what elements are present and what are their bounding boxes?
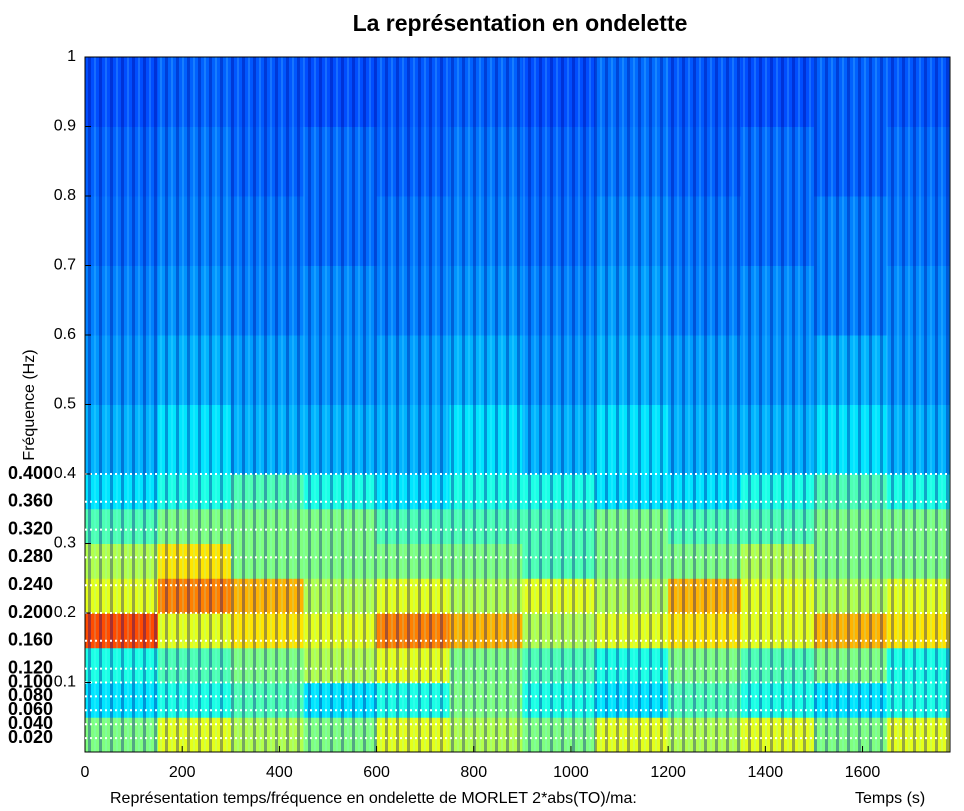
y-tick-label: 0.1 [54,674,76,691]
x-tick-label: 1400 [748,764,784,781]
ref-line-label: 0.280 [8,546,53,566]
axes: 0.4000.3600.3200.2800.2400.2000.1600.120… [8,48,951,781]
ref-line-label: 0.400 [8,463,53,483]
x-unit-label: Temps (s) [855,790,925,807]
x-tick-label: 0 [81,764,90,781]
ref-line-label: 0.320 [8,518,53,538]
y-tick-label: 0.4 [54,465,76,482]
x-axis-label: Représentation temps/fréquence en ondele… [110,790,637,807]
y-tick-label: 0.6 [54,326,76,343]
ref-line-label: 0.100 [8,671,53,691]
y-axis-label: Fréquence (Hz) [21,349,38,460]
x-tick-label: 400 [266,764,293,781]
texture [85,57,950,752]
x-tick-label: 1000 [553,764,589,781]
ref-line-label: 0.160 [8,630,53,650]
x-tick-label: 1200 [650,764,686,781]
ref-line-label: 0.200 [8,602,53,622]
y-tick-label: 1 [67,48,76,65]
y-tick-label: 0.7 [54,257,76,274]
x-tick-label: 600 [363,764,390,781]
ref-line-label: 0.080 [8,685,53,705]
ref-line-label: 0.120 [8,657,53,677]
y-tick-label: 0.2 [54,604,76,621]
ref-line-label: 0.020 [8,727,53,747]
y-tick-label: 0.9 [54,118,76,135]
x-tick-label: 200 [169,764,196,781]
x-tick-label: 1600 [845,764,881,781]
chart-title: La représentation en ondelette [353,10,688,36]
x-tick-label: 800 [460,764,487,781]
ref-line-label: 0.060 [8,699,53,719]
ref-line-label: 0.040 [8,713,53,733]
y-tick-label: 0.8 [54,187,76,204]
y-tick-label: 0.5 [54,396,76,413]
y-tick-label: 0.3 [54,535,76,552]
ref-line-label: 0.360 [8,491,53,511]
ref-line-label: 0.240 [8,574,53,594]
